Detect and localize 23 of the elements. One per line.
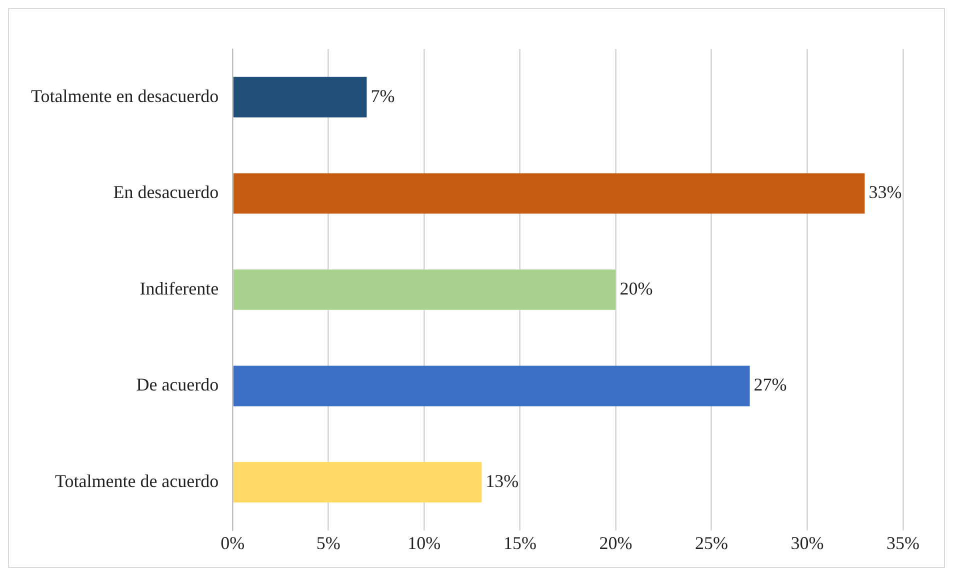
x-tick-label: 30% — [790, 532, 824, 553]
x-tick-label: 10% — [408, 532, 441, 553]
y-tick-label: Indiferente — [140, 278, 219, 298]
data-label: 7% — [370, 86, 395, 106]
data-label: 33% — [868, 182, 902, 202]
y-tick-label: Totalmente de acuerdo — [54, 470, 219, 491]
bar — [233, 462, 482, 502]
x-tick-label: 20% — [599, 532, 632, 553]
y-tick-label: Totalmente en desacuerdo — [31, 86, 219, 106]
y-tick-label: De acuerdo — [136, 374, 219, 395]
bar — [233, 269, 616, 310]
x-tick-label: 15% — [503, 532, 536, 553]
bar — [233, 76, 367, 118]
x-tick-label: 35% — [886, 532, 920, 553]
data-label: 13% — [486, 470, 519, 491]
bar — [233, 173, 865, 214]
data-label: 20% — [620, 278, 653, 298]
x-tick-label: 5% — [316, 532, 340, 553]
y-tick-label: En desacuerdo — [113, 182, 219, 202]
bar — [233, 366, 750, 406]
x-tick-label: 25% — [694, 532, 728, 553]
x-tick-label: 0% — [220, 532, 245, 553]
data-label: 27% — [754, 374, 787, 395]
